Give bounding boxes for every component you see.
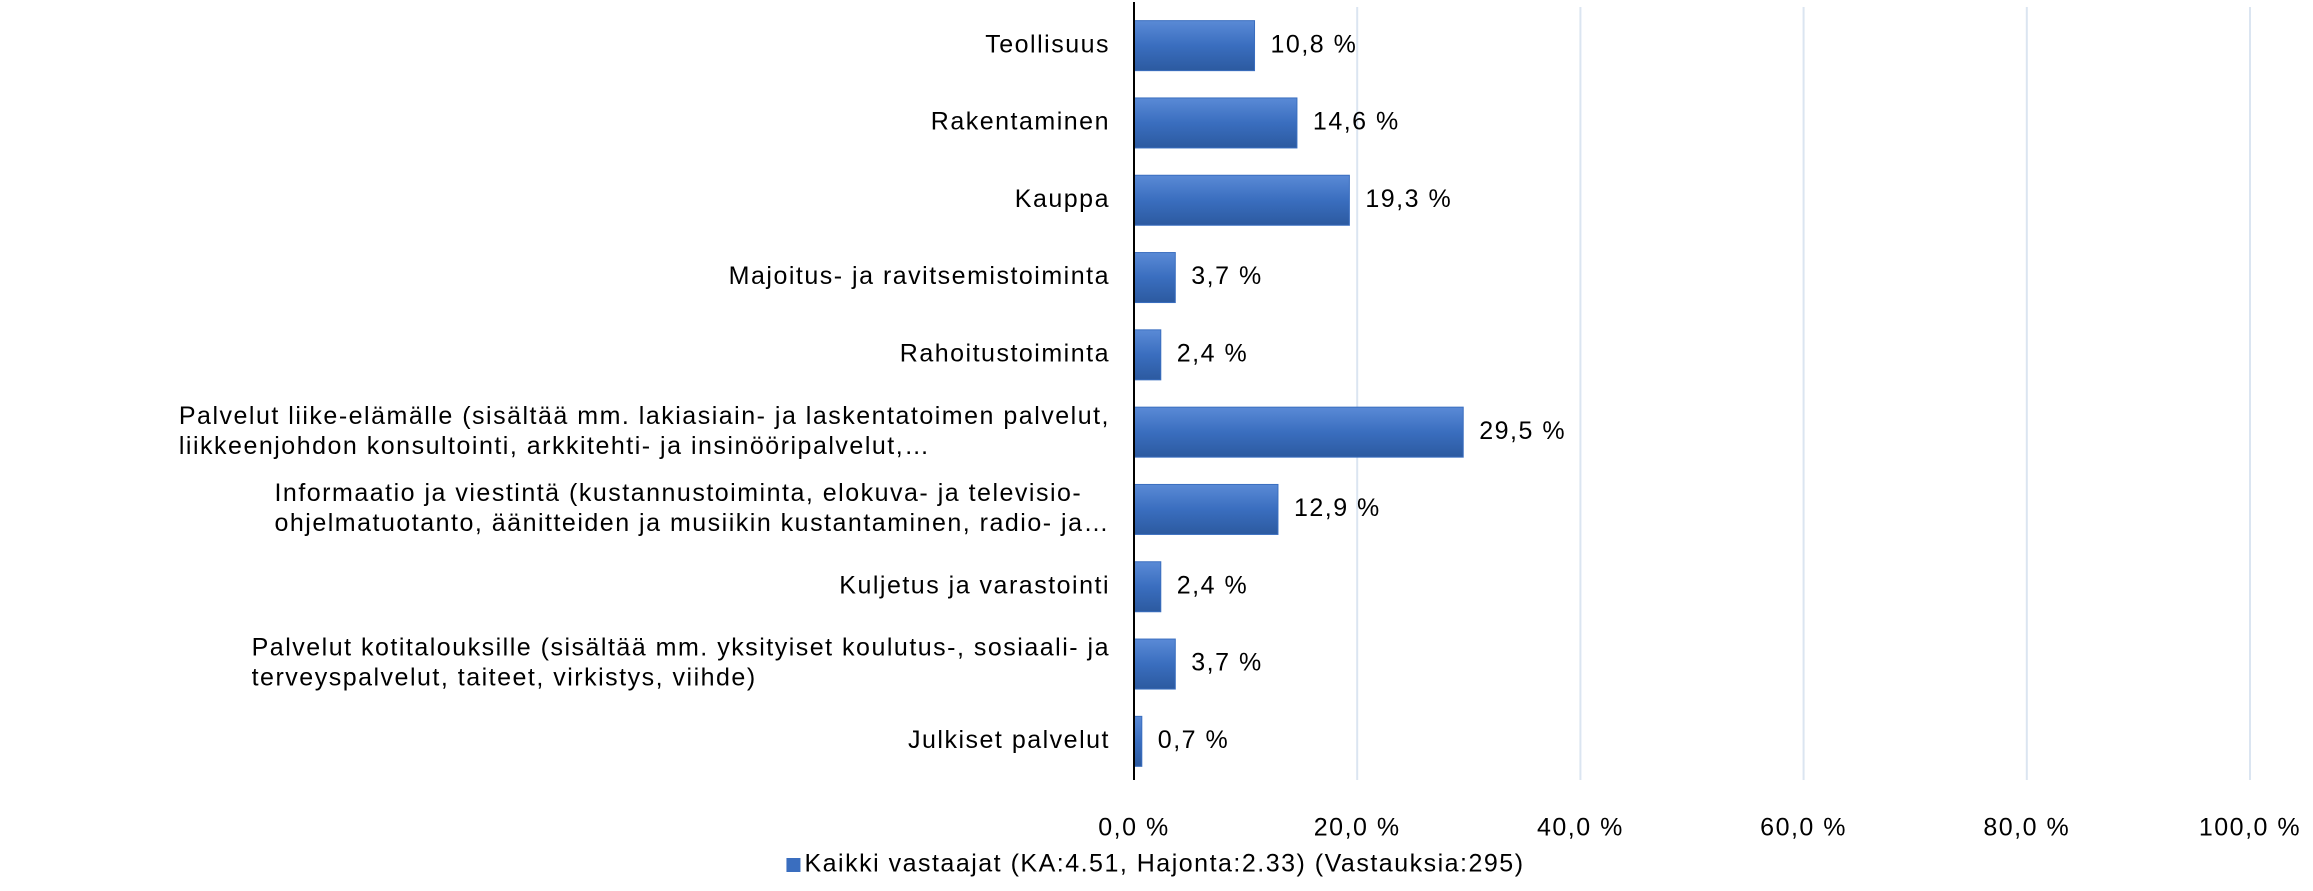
y-tick-label: Julkiset palvelut [908,726,1110,754]
data-label: 3,7 % [1191,649,1262,677]
y-tick-label: Palvelut liike-elämälle (sisältää mm. la… [179,402,1110,430]
x-tick-label: 40,0 % [1537,814,1624,842]
bar [1133,252,1176,304]
y-tick-label: Kuljetus ja varastointi [839,571,1110,599]
data-label: 12,9 % [1294,494,1381,522]
bar [1133,638,1176,690]
bar [1133,483,1279,535]
data-label: 29,5 % [1479,417,1566,445]
bar [1133,97,1298,149]
data-label: 19,3 % [1365,185,1452,213]
y-tick-label: Rakentaminen [931,108,1110,136]
bar [1133,329,1162,381]
bar [1133,20,1256,72]
bar [1133,561,1162,613]
data-label: 14,6 % [1313,108,1400,136]
y-tick-label: liikkeenjohdon konsultointi, arkkitehti-… [179,432,931,460]
y-tick-label: Teollisuus [985,30,1110,58]
data-label: 2,4 % [1177,571,1248,599]
data-label: 3,7 % [1191,262,1262,290]
x-tick-label: 0,0 % [1098,814,1169,842]
data-label: 2,4 % [1177,339,1248,367]
data-label: 10,8 % [1271,30,1358,58]
y-tick-label: Kauppa [1015,185,1110,213]
y-tick-label: Majoitus- ja ravitsemistoiminta [729,262,1110,290]
bar [1133,174,1350,226]
y-tick-label: Palvelut kotitalouksille (sisältää mm. y… [252,634,1110,662]
x-tick-label: 80,0 % [1983,814,2070,842]
y-tick-label: Informaatio ja viestintä (kustannustoimi… [274,479,1082,507]
x-tick-label: 100,0 % [2199,814,2301,842]
y-tick-label: ohjelmatuotanto, äänitteiden ja musiikin… [274,509,1110,537]
y-tick-label: Rahoitustoiminta [900,339,1110,367]
x-tick-label: 60,0 % [1760,814,1847,842]
bar [1133,715,1143,767]
y-tick-label: terveyspalvelut, taiteet, virkistys, vii… [252,664,757,692]
bar [1133,406,1464,458]
x-tick-label: 20,0 % [1314,814,1401,842]
legend-label: Kaikki vastaajat (KA:4.51, Hajonta:2.33)… [804,850,1524,878]
legend-swatch [786,858,801,872]
data-label: 0,7 % [1158,726,1229,754]
